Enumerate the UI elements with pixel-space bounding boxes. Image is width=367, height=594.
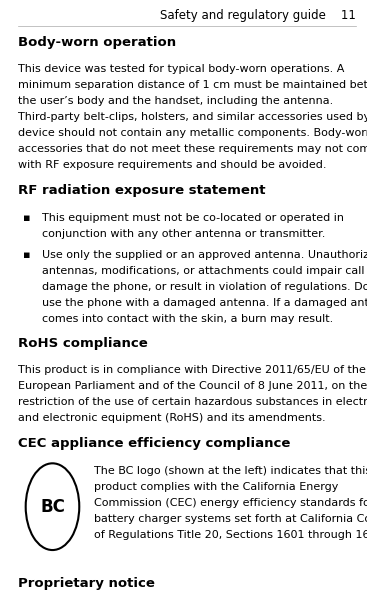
Text: Third-party belt-clips, holsters, and similar accessories used by this: Third-party belt-clips, holsters, and si… (18, 112, 367, 122)
Text: Safety and regulatory guide    11: Safety and regulatory guide 11 (160, 9, 356, 22)
Circle shape (26, 463, 79, 550)
Text: the user’s body and the handset, including the antenna.: the user’s body and the handset, includi… (18, 96, 334, 106)
Text: of Regulations Title 20, Sections 1601 through 1608.: of Regulations Title 20, Sections 1601 t… (94, 530, 367, 541)
Text: RoHS compliance: RoHS compliance (18, 337, 148, 350)
Text: European Parliament and of the Council of 8 June 2011, on the: European Parliament and of the Council o… (18, 381, 367, 391)
Text: CEC appliance efficiency compliance: CEC appliance efficiency compliance (18, 437, 291, 450)
Text: with RF exposure requirements and should be avoided.: with RF exposure requirements and should… (18, 160, 327, 170)
Text: comes into contact with the skin, a burn may result.: comes into contact with the skin, a burn… (42, 314, 334, 324)
Text: restriction of the use of certain hazardous substances in electrical: restriction of the use of certain hazard… (18, 397, 367, 407)
Text: Body-worn operation: Body-worn operation (18, 36, 177, 49)
Text: ▪: ▪ (23, 213, 30, 223)
Text: ▪: ▪ (23, 250, 30, 260)
Text: The BC logo (shown at the left) indicates that this: The BC logo (shown at the left) indicate… (94, 466, 367, 476)
Text: use the phone with a damaged antenna. If a damaged antenna: use the phone with a damaged antenna. If… (42, 298, 367, 308)
Text: This equipment must not be co-located or operated in: This equipment must not be co-located or… (42, 213, 344, 223)
Text: accessories that do not meet these requirements may not comply: accessories that do not meet these requi… (18, 144, 367, 154)
Text: Commission (CEC) energy efficiency standards for: Commission (CEC) energy efficiency stand… (94, 498, 367, 508)
Text: RF radiation exposure statement: RF radiation exposure statement (18, 184, 266, 197)
Text: This device was tested for typical body-worn operations. A: This device was tested for typical body-… (18, 64, 345, 74)
Text: product complies with the California Energy: product complies with the California Ene… (94, 482, 338, 492)
Text: device should not contain any metallic components. Body-worn: device should not contain any metallic c… (18, 128, 367, 138)
Text: Proprietary notice: Proprietary notice (18, 577, 155, 590)
Text: This product is in compliance with Directive 2011/65/EU of the: This product is in compliance with Direc… (18, 365, 366, 375)
Text: battery charger systems set forth at California Code: battery charger systems set forth at Cal… (94, 514, 367, 525)
Text: minimum separation distance of 1 cm must be maintained between: minimum separation distance of 1 cm must… (18, 80, 367, 90)
Text: Use only the supplied or an approved antenna. Unauthorized: Use only the supplied or an approved ant… (42, 250, 367, 260)
Text: BC: BC (40, 498, 65, 516)
Text: and electronic equipment (RoHS) and its amendments.: and electronic equipment (RoHS) and its … (18, 413, 326, 424)
Text: damage the phone, or result in violation of regulations. Do not: damage the phone, or result in violation… (42, 282, 367, 292)
Text: conjunction with any other antenna or transmitter.: conjunction with any other antenna or tr… (42, 229, 326, 239)
Text: antennas, modifications, or attachments could impair call quality,: antennas, modifications, or attachments … (42, 266, 367, 276)
